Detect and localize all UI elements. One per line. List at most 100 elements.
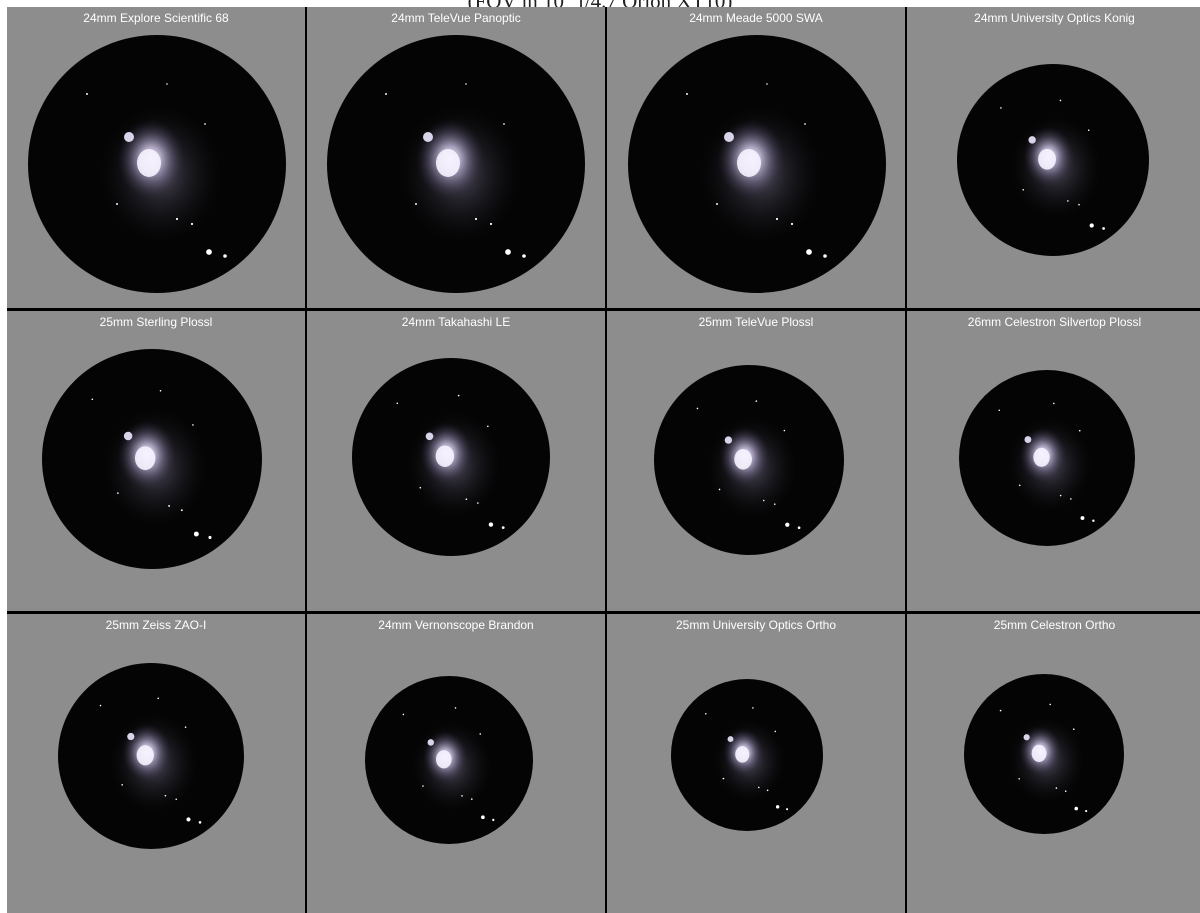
star (1053, 402, 1055, 405)
star (522, 254, 526, 258)
star (474, 217, 478, 221)
star (1087, 129, 1090, 132)
star (489, 222, 493, 226)
star (223, 254, 227, 258)
star (415, 203, 417, 205)
companion-nebula (427, 739, 435, 746)
eyepiece-view (671, 679, 823, 831)
star (1092, 519, 1095, 522)
eyepiece-panel: 24mm Vernonscope Brandon (307, 614, 605, 913)
companion-nebula (423, 132, 433, 142)
star (775, 805, 780, 809)
star (823, 254, 827, 258)
star (175, 798, 178, 801)
star (1078, 429, 1081, 432)
eyepiece-panel: 24mm Takahashi LE (307, 311, 605, 611)
panel-label: 25mm University Optics Ortho (675, 618, 837, 632)
eyepiece-view (327, 35, 585, 293)
star (198, 821, 202, 824)
star (396, 402, 399, 405)
eyepiece-view (352, 358, 550, 556)
star (1067, 200, 1069, 202)
star (121, 784, 123, 786)
star (180, 509, 183, 512)
eyepiece-view (42, 349, 262, 569)
star (766, 789, 769, 792)
panel-label: 24mm University Optics Konig (974, 11, 1135, 25)
eyepiece-panel: 25mm Zeiss ZAO-I (7, 614, 305, 913)
companion-nebula (727, 736, 734, 743)
star (686, 93, 688, 95)
star (1022, 188, 1025, 191)
star (157, 697, 160, 700)
star (774, 730, 777, 733)
star (385, 93, 387, 95)
star (722, 777, 725, 780)
star (797, 526, 801, 530)
star (505, 249, 511, 255)
star (480, 815, 485, 820)
eyepiece-panel: 25mm TeleVue Plossl (607, 311, 905, 611)
eyepiece-panel: 24mm TeleVue Panoptic (307, 7, 605, 308)
companion-nebula (425, 432, 434, 441)
eyepiece-view (365, 676, 533, 844)
nebula-bright-core (1031, 744, 1047, 763)
panel-label: 25mm TeleVue Plossl (698, 315, 814, 329)
nebula-bright-core (737, 149, 761, 177)
star (1085, 809, 1088, 813)
star (696, 407, 699, 410)
star (1059, 494, 1062, 497)
panel-label: 26mm Celestron Silvertop Plossl (967, 315, 1142, 329)
eyepiece-panel: 26mm Celestron Silvertop Plossl (907, 311, 1200, 611)
star (501, 526, 505, 529)
star (1089, 223, 1094, 228)
star (419, 486, 422, 489)
star (783, 429, 786, 432)
companion-nebula (1024, 436, 1032, 443)
star (752, 707, 754, 709)
star (116, 203, 118, 205)
star (206, 249, 212, 255)
star (766, 83, 768, 85)
eyepiece-view (964, 674, 1124, 834)
panel-label: 25mm Zeiss ZAO-I (105, 618, 207, 632)
star (790, 222, 794, 226)
panel-label: 24mm Meade 5000 SWA (689, 11, 823, 25)
star (775, 217, 779, 221)
star (477, 502, 479, 504)
eyepiece-panel: 24mm University Optics Konig (907, 7, 1200, 308)
star (208, 535, 212, 539)
star (1078, 203, 1080, 206)
panel-label: 24mm Vernonscope Brandon (378, 618, 534, 632)
nebula-bright-core (1033, 447, 1050, 467)
star (1000, 107, 1002, 109)
nebula-bright-core (1038, 148, 1056, 170)
eyepiece-panel: 25mm University Optics Ortho (607, 614, 905, 913)
star (470, 798, 473, 800)
star (164, 794, 167, 797)
eyepiece-panel: 24mm Explore Scientific 68 (7, 7, 305, 308)
star (479, 733, 482, 735)
eyepiece-grid: 24mm Explore Scientific 68 24mm TeleVue … (7, 7, 1200, 913)
nebula-bright-core (734, 448, 752, 470)
star (457, 394, 460, 397)
star (1080, 516, 1085, 520)
star (785, 522, 790, 527)
companion-nebula (724, 436, 733, 444)
star (461, 795, 463, 797)
panel-label: 24mm Explore Scientific 68 (83, 11, 229, 25)
star (168, 504, 170, 507)
star (1070, 498, 1072, 500)
star (465, 498, 468, 501)
companion-nebula (1023, 734, 1030, 741)
star (1072, 728, 1075, 730)
companion-nebula (1028, 136, 1036, 144)
star (86, 93, 88, 95)
star (1064, 790, 1067, 793)
panel-label: 24mm TeleVue Panoptic (391, 11, 521, 25)
eyepiece-view (957, 64, 1149, 256)
panel-label: 25mm Sterling Plossl (99, 315, 213, 329)
star (773, 503, 776, 505)
star (1018, 484, 1021, 487)
star (184, 726, 187, 728)
